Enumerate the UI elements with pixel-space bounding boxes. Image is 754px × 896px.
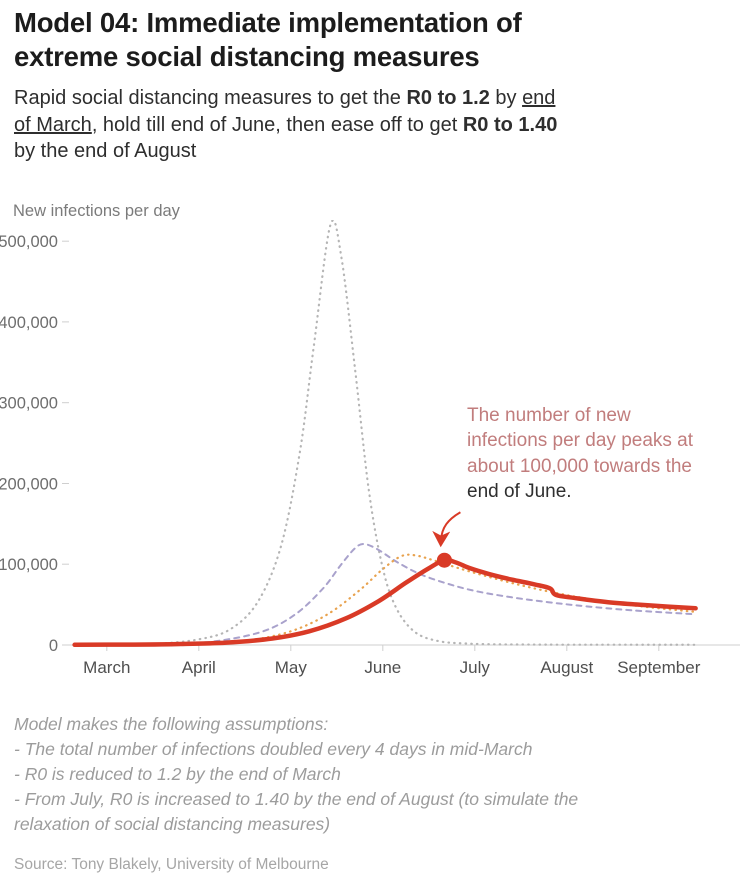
- page-title-line2: extreme social distancing measures: [14, 40, 480, 72]
- subtitle-underline-of-march: of March: [14, 113, 92, 136]
- page-title-line1: Model 04: Immediate implementation of: [14, 7, 522, 38]
- y-tick-label: 100,000: [0, 556, 58, 574]
- y-axis-title: New infections per day: [13, 202, 180, 220]
- y-tick-label: 0: [49, 637, 58, 655]
- x-tick-label: August: [540, 658, 593, 677]
- y-tick-label: 300,000: [0, 395, 58, 413]
- x-tick-label: June: [364, 658, 401, 677]
- infections-line-chart: 0 100,000 200,000 300,000 400,000 500,000 Marc…: [0, 220, 740, 677]
- x-tick-label: July: [460, 658, 491, 677]
- page-title: Model 04: Immediate implementation of ex…: [14, 6, 746, 73]
- series-line-red-solid-model04: [72, 557, 698, 648]
- assumptions-line: - The total number of infections doubled…: [14, 739, 533, 760]
- y-tick-label: 200,000: [0, 476, 58, 494]
- x-tick-label: May: [275, 658, 308, 677]
- subtitle-bold-r0-1-2: R0 to 1.2: [406, 87, 490, 109]
- subtitle-text: by: [489, 87, 523, 109]
- assumptions-line: - From July, R0 is increased to 1.40 by …: [14, 789, 579, 835]
- subtitle-text: , hold till end of June, then ease off t…: [91, 113, 463, 136]
- chart-subtitle: Rapid social distancing measures to get …: [14, 85, 746, 165]
- x-tick-label: September: [617, 658, 700, 677]
- x-tick-label: March: [83, 658, 130, 677]
- peak-annotation-pink-text: The number of new infections per day pea…: [467, 405, 694, 477]
- subtitle-line2: of March, hold till end of June, then ea…: [14, 112, 746, 139]
- source-credit: Source: Tony Blakely, University of Melb…: [14, 856, 329, 873]
- assumptions-block: Model makes the following assumptions: -…: [14, 712, 654, 837]
- subtitle-line3: by the end of August: [14, 138, 746, 165]
- subtitle-bold-r0-1-40: R0 to 1.40: [462, 113, 558, 136]
- subtitle-underline-end: end: [522, 87, 556, 109]
- y-tick-label: 400,000: [0, 314, 58, 332]
- subtitle-text: by the end of August: [14, 140, 197, 163]
- subtitle-line1: Rapid social distancing measures to get …: [14, 85, 746, 112]
- subtitle-text: Rapid social distancing measures to get …: [14, 87, 407, 109]
- peak-annotation: The number of new infections per day pea…: [467, 403, 709, 504]
- series-line-gray-dotted-unmitigated: [73, 220, 697, 647]
- peak-marker-dot: [436, 552, 452, 568]
- annotation-arrow-icon: [432, 511, 461, 548]
- y-tick-label: 500,000: [0, 233, 58, 251]
- assumptions-line: Model makes the following assumptions:: [14, 714, 329, 734]
- peak-annotation-dark-text: end of June.: [467, 480, 572, 502]
- assumptions-line: - R0 is reduced to 1.2 by the end of Mar…: [14, 764, 341, 785]
- x-tick-label: April: [182, 658, 216, 677]
